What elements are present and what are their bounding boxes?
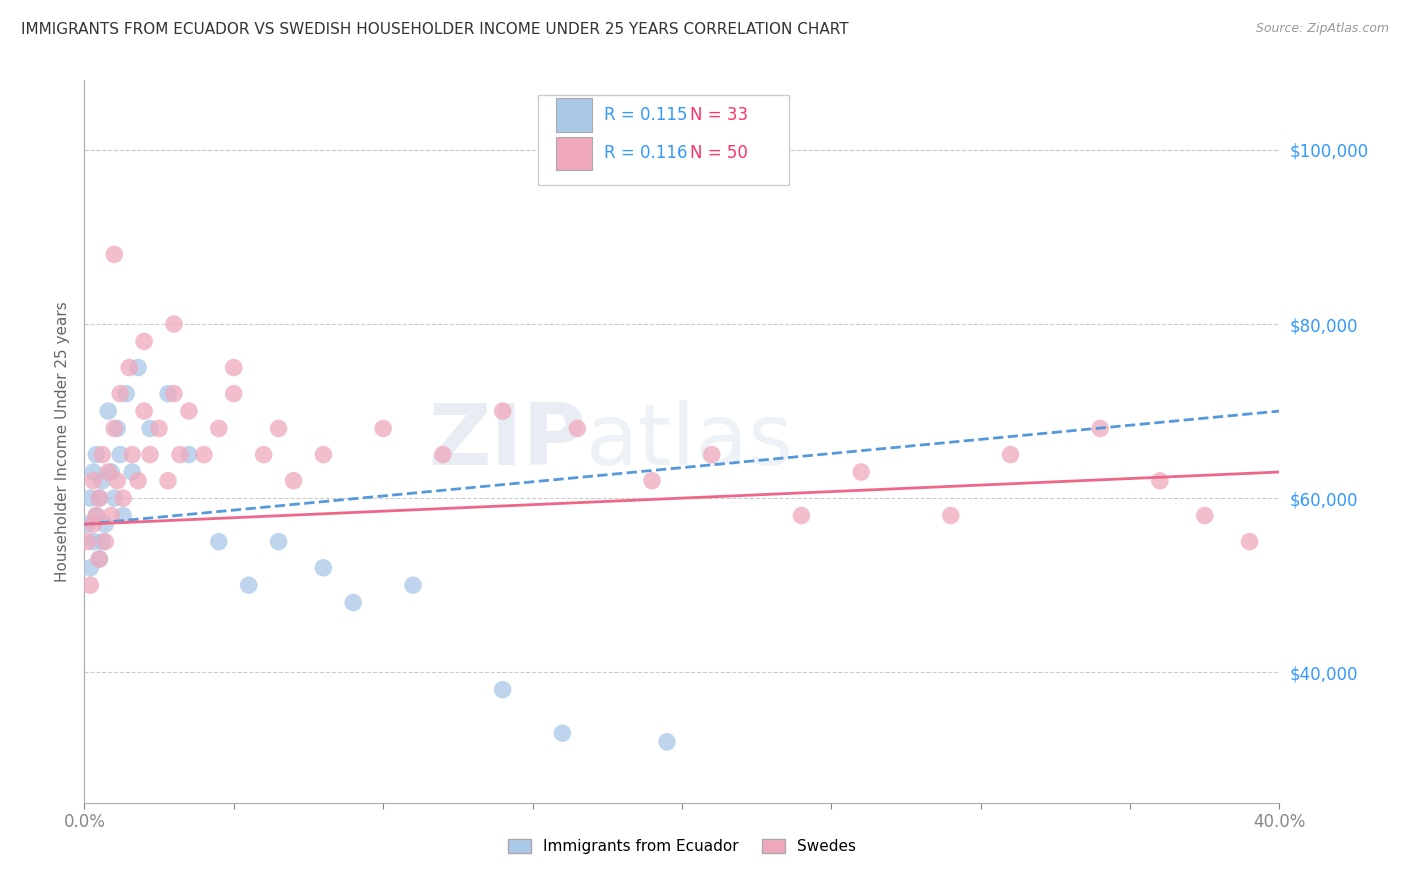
Point [127, 474, 149, 488]
Text: R = 0.115: R = 0.115 [605, 106, 688, 124]
Point [76, 534, 98, 549]
Point [253, 448, 276, 462]
Point [700, 448, 723, 462]
Point [110, 386, 132, 401]
Point [76, 517, 98, 532]
Point [432, 448, 454, 462]
Point [312, 561, 335, 575]
Point [79, 491, 101, 505]
Point [79, 578, 101, 592]
Point [208, 534, 231, 549]
Text: ZIP: ZIP [429, 400, 586, 483]
Point [103, 491, 125, 505]
Point [139, 421, 162, 435]
Point [1000, 448, 1022, 462]
Point [103, 247, 125, 261]
Point [94, 534, 117, 549]
FancyBboxPatch shape [557, 136, 592, 169]
Point [100, 508, 122, 523]
Point [86, 448, 108, 462]
Point [115, 386, 138, 401]
Point [492, 682, 515, 697]
Point [790, 508, 813, 523]
Point [222, 360, 245, 375]
Point [342, 596, 364, 610]
Point [86, 508, 108, 523]
Point [283, 474, 305, 488]
Point [132, 334, 156, 349]
Point [177, 404, 200, 418]
Point [100, 465, 122, 479]
Point [177, 448, 200, 462]
Point [193, 448, 215, 462]
Point [105, 421, 128, 435]
Text: R = 0.116: R = 0.116 [605, 145, 688, 162]
Point [89, 552, 111, 566]
Point [163, 386, 186, 401]
Point [267, 421, 290, 435]
Point [1194, 508, 1216, 523]
Text: IMMIGRANTS FROM ECUADOR VS SWEDISH HOUSEHOLDER INCOME UNDER 25 YEARS CORRELATION: IMMIGRANTS FROM ECUADOR VS SWEDISH HOUSE… [21, 22, 849, 37]
Point [148, 421, 170, 435]
Point [641, 474, 664, 488]
Text: Source: ZipAtlas.com: Source: ZipAtlas.com [1256, 22, 1389, 36]
Point [82, 474, 104, 488]
Point [169, 448, 191, 462]
Point [157, 474, 180, 488]
Point [121, 465, 143, 479]
Point [132, 404, 156, 418]
Point [86, 508, 108, 523]
Point [112, 491, 135, 505]
Point [110, 448, 132, 462]
Point [1090, 421, 1112, 435]
Y-axis label: Householder Income Under 25 years: Householder Income Under 25 years [55, 301, 70, 582]
Point [567, 421, 589, 435]
Point [105, 474, 128, 488]
Point [97, 465, 120, 479]
Text: N = 50: N = 50 [690, 145, 748, 162]
Point [89, 491, 111, 505]
Point [222, 386, 245, 401]
Point [91, 448, 114, 462]
FancyBboxPatch shape [538, 95, 790, 185]
Point [208, 421, 231, 435]
Text: N = 33: N = 33 [690, 106, 748, 124]
Legend: Immigrants from Ecuador, Swedes: Immigrants from Ecuador, Swedes [502, 833, 862, 860]
FancyBboxPatch shape [557, 98, 592, 132]
Point [82, 517, 104, 532]
Point [402, 578, 425, 592]
Point [1239, 534, 1261, 549]
Point [1149, 474, 1171, 488]
Point [267, 534, 290, 549]
Point [112, 508, 135, 523]
Point [551, 726, 574, 740]
Point [238, 578, 260, 592]
Point [127, 360, 149, 375]
Point [163, 317, 186, 331]
Point [79, 561, 101, 575]
Point [94, 517, 117, 532]
Point [139, 448, 162, 462]
Point [82, 465, 104, 479]
Point [89, 552, 111, 566]
Point [939, 508, 962, 523]
Point [312, 448, 335, 462]
Point [82, 534, 104, 549]
Point [91, 474, 114, 488]
Point [91, 534, 114, 549]
Point [655, 735, 678, 749]
Point [89, 491, 111, 505]
Point [157, 386, 180, 401]
Text: atlas: atlas [586, 400, 794, 483]
Point [97, 404, 120, 418]
Point [121, 448, 143, 462]
Point [492, 404, 515, 418]
Point [851, 465, 873, 479]
Point [118, 360, 141, 375]
Point [373, 421, 395, 435]
Point [103, 421, 125, 435]
